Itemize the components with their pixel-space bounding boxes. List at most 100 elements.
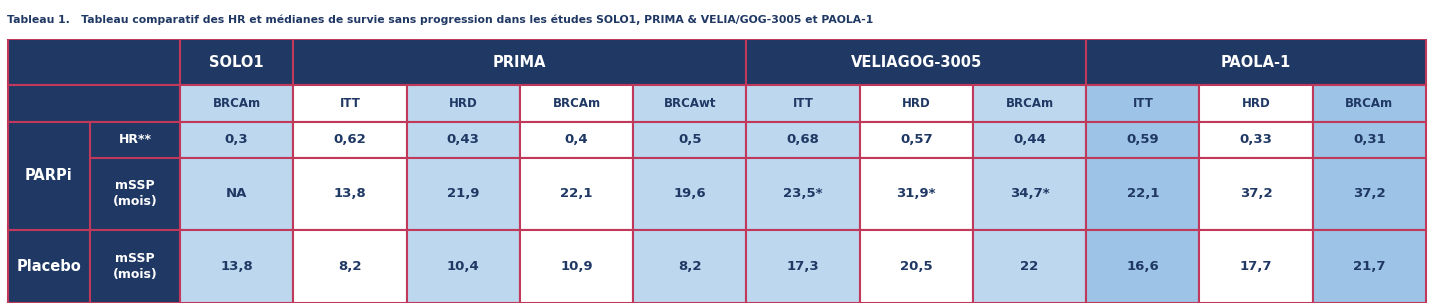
Text: 13,8: 13,8 [221,260,252,273]
Bar [294,85,407,122]
Bar [90,122,181,158]
Text: 37,2: 37,2 [1240,187,1272,200]
Text: HRD: HRD [449,97,478,110]
Text: 22: 22 [1021,260,1038,273]
Bar [632,158,746,230]
Text: 0,31: 0,31 [1354,133,1385,146]
Bar [181,158,294,230]
Text: HR**: HR** [119,133,152,146]
Text: 0,44: 0,44 [1012,133,1045,146]
Text: ITT: ITT [793,97,813,110]
Bar [632,230,746,303]
Text: 8,2: 8,2 [678,260,701,273]
Text: ITT: ITT [340,97,360,110]
Bar [407,230,519,303]
Bar [407,158,519,230]
Text: 21,7: 21,7 [1354,260,1385,273]
Bar [1312,230,1425,303]
Text: BRCAm: BRCAm [1345,97,1394,110]
Text: 0,68: 0,68 [787,133,819,146]
Text: Placebo: Placebo [17,259,82,274]
Text: 0,59: 0,59 [1127,133,1159,146]
Text: 8,2: 8,2 [338,260,361,273]
Text: mSSP
(mois): mSSP (mois) [113,179,158,208]
Text: 0,3: 0,3 [225,133,248,146]
Bar [519,85,632,122]
Text: 34,7*: 34,7* [1010,187,1050,200]
Bar [181,230,294,303]
Bar [746,230,859,303]
Bar [9,122,90,230]
Bar [632,122,746,158]
Text: 0,43: 0,43 [447,133,479,146]
Text: VELIAGOG-3005: VELIAGOG-3005 [850,55,982,70]
Bar [859,85,972,122]
Bar [294,122,407,158]
Bar [181,85,294,122]
Text: 37,2: 37,2 [1354,187,1385,200]
Bar [859,122,972,158]
Text: 0,33: 0,33 [1239,133,1272,146]
Text: 16,6: 16,6 [1127,260,1159,273]
Bar [294,230,407,303]
Bar [746,122,859,158]
Bar [972,230,1086,303]
Bar [746,158,859,230]
Bar [972,85,1086,122]
Text: 31,9*: 31,9* [896,187,936,200]
Text: BRCAm: BRCAm [212,97,261,110]
Bar [1086,39,1425,85]
Bar [519,122,632,158]
Bar [407,122,519,158]
Text: ITT: ITT [1133,97,1153,110]
Text: SOLO1: SOLO1 [209,55,264,70]
Text: HRD: HRD [902,97,931,110]
Bar [181,39,294,85]
Bar [1199,158,1312,230]
Text: 0,57: 0,57 [901,133,932,146]
Text: 13,8: 13,8 [334,187,366,200]
Text: 23,5*: 23,5* [783,187,823,200]
Bar [859,158,972,230]
Text: 19,6: 19,6 [674,187,706,200]
Bar [859,230,972,303]
Text: BRCAm: BRCAm [1005,97,1054,110]
Bar [1199,122,1312,158]
Text: 10,4: 10,4 [447,260,479,273]
Bar [90,230,181,303]
Text: 20,5: 20,5 [901,260,932,273]
Text: 22,1: 22,1 [1127,187,1159,200]
Text: BRCAwt: BRCAwt [664,97,716,110]
Bar [1086,122,1199,158]
Bar [407,85,519,122]
Bar [294,158,407,230]
Bar [9,85,181,122]
Bar [294,39,746,85]
Bar [1086,230,1199,303]
Bar [1199,230,1312,303]
Text: 21,9: 21,9 [447,187,479,200]
Bar [519,230,632,303]
Text: 10,9: 10,9 [561,260,592,273]
Text: mSSP
(mois): mSSP (mois) [113,252,158,281]
Bar [1312,85,1425,122]
Bar [972,122,1086,158]
Text: NA: NA [227,187,247,200]
Bar [1312,158,1425,230]
Bar [1312,122,1425,158]
Text: PRIMA: PRIMA [493,55,546,70]
Text: 0,5: 0,5 [678,133,701,146]
Text: 17,7: 17,7 [1240,260,1272,273]
Text: 0,62: 0,62 [334,133,366,146]
Bar [9,230,90,303]
Bar [1086,85,1199,122]
Text: PAOLA-1: PAOLA-1 [1220,55,1291,70]
Bar [90,158,181,230]
Text: Tableau 1.   Tableau comparatif des HR et médianes de survie sans progression da: Tableau 1. Tableau comparatif des HR et … [7,15,873,25]
Bar [746,85,859,122]
Text: 22,1: 22,1 [561,187,592,200]
Text: BRCAm: BRCAm [552,97,601,110]
Text: HRD: HRD [1242,97,1271,110]
Text: 17,3: 17,3 [787,260,819,273]
Bar [1086,158,1199,230]
